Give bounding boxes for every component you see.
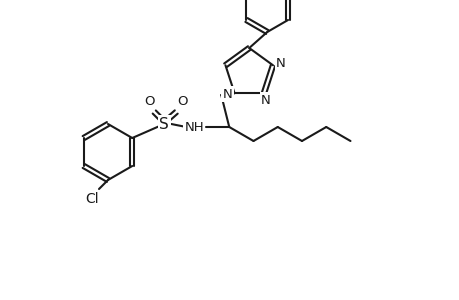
Text: Cl: Cl xyxy=(85,192,99,206)
Text: N: N xyxy=(275,57,285,70)
Text: S: S xyxy=(159,116,169,131)
Text: O: O xyxy=(144,94,154,107)
Text: N: N xyxy=(261,94,270,107)
Text: O: O xyxy=(177,94,187,107)
Text: N: N xyxy=(222,88,232,101)
Text: NH: NH xyxy=(184,121,204,134)
